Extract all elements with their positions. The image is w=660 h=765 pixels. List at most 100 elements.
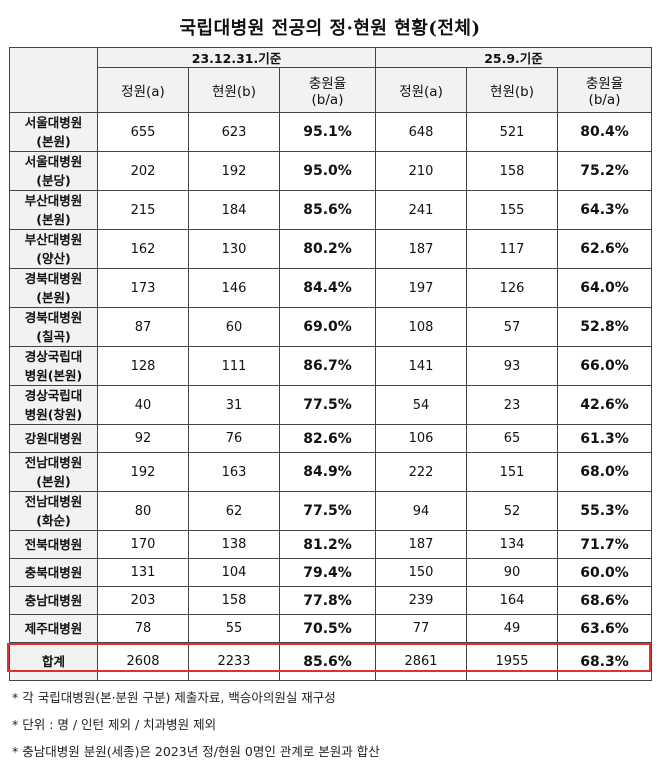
quota-cell: 203 — [97, 586, 189, 615]
footnote: * 충남대병원 분원(세종)은 2023년 정/현원 0명인 관계로 본원과 합… — [12, 744, 380, 759]
current-cell: 117 — [466, 229, 559, 269]
quota-cell: 40 — [97, 385, 189, 425]
footnote: * 단위 : 명 / 인턴 제외 / 치과병원 제외 — [12, 717, 217, 732]
table-row: 부산대병원 (본원) 215 184 85.6% 241 155 64.3% — [9, 190, 653, 230]
rate-cell: 71.7% — [557, 530, 653, 559]
current-cell: 60 — [188, 307, 280, 347]
current-cell: 158 — [188, 586, 280, 615]
quota-cell: 141 — [375, 346, 468, 386]
rate-cell: 80.2% — [278, 229, 377, 269]
current-header: 현원(b) — [188, 67, 280, 113]
current-cell: 623 — [188, 112, 280, 152]
rate-header: 충원율 (b/a) — [278, 67, 377, 113]
current-cell: 62 — [188, 491, 280, 531]
rate-cell: 85.6% — [278, 642, 377, 681]
quota-header: 정원(a) — [375, 67, 468, 113]
current-cell: 49 — [466, 614, 559, 643]
hospital-name: 제주대병원 — [9, 614, 98, 643]
rate-cell: 70.5% — [278, 614, 377, 643]
rate-cell: 86.7% — [278, 346, 377, 386]
rate-cell: 81.2% — [278, 530, 377, 559]
current-cell: 521 — [466, 112, 559, 152]
quota-cell: 150 — [375, 558, 468, 587]
quota-cell: 241 — [375, 190, 468, 230]
rate-cell: 55.3% — [557, 491, 653, 531]
current-header: 현원(b) — [466, 67, 559, 113]
quota-cell: 54 — [375, 385, 468, 425]
table-row: 전남대병원 (화순) 80 62 77.5% 94 52 55.3% — [9, 491, 653, 531]
table-row: 경상국립대 병원(본원) 128 111 86.7% 141 93 66.0% — [9, 346, 653, 386]
quota-cell: 162 — [97, 229, 189, 269]
corner-cell — [9, 47, 98, 113]
hospital-name: 충남대병원 — [9, 586, 98, 615]
hospital-name: 부산대병원 (양산) — [9, 229, 98, 269]
footnotes: * 각 국립대병원(본·분원 구분) 제출자료, 백승아의원실 재구성 * 단위… — [12, 684, 380, 765]
table-row: 경상국립대 병원(창원) 40 31 77.5% 54 23 42.6% — [9, 385, 653, 425]
quota-cell: 80 — [97, 491, 189, 531]
period2-header: 25.9.기준 — [375, 47, 653, 68]
current-cell: 151 — [466, 452, 559, 492]
rate-cell: 75.2% — [557, 151, 653, 191]
rate-cell: 69.0% — [278, 307, 377, 347]
hospital-name: 부산대병원 (본원) — [9, 190, 98, 230]
rate-cell: 84.4% — [278, 268, 377, 308]
quota-cell: 202 — [97, 151, 189, 191]
total-row: 합계 2608 2233 85.6% 2861 1955 68.3% — [9, 642, 653, 681]
rate-cell: 95.0% — [278, 151, 377, 191]
table-row: 부산대병원 (양산) 162 130 80.2% 187 117 62.6% — [9, 229, 653, 269]
rate-cell: 62.6% — [557, 229, 653, 269]
table-row: 서울대병원 (분당) 202 192 95.0% 210 158 75.2% — [9, 151, 653, 191]
hospital-name: 서울대병원 (분당) — [9, 151, 98, 191]
table-row: 충남대병원 203 158 77.8% 239 164 68.6% — [9, 586, 653, 615]
rate-cell: 77.5% — [278, 385, 377, 425]
quota-cell: 92 — [97, 424, 189, 453]
current-cell: 155 — [466, 190, 559, 230]
current-cell: 130 — [188, 229, 280, 269]
current-cell: 134 — [466, 530, 559, 559]
quota-cell: 187 — [375, 229, 468, 269]
hospital-name: 전남대병원 (화순) — [9, 491, 98, 531]
rate-header: 충원율 (b/a) — [557, 67, 653, 113]
current-cell: 90 — [466, 558, 559, 587]
rate-cell: 64.0% — [557, 268, 653, 308]
quota-cell: 2861 — [375, 642, 468, 681]
hospital-name: 경상국립대 병원(창원) — [9, 385, 98, 425]
rate-cell: 84.9% — [278, 452, 377, 492]
rate-cell: 95.1% — [278, 112, 377, 152]
table-row: 제주대병원 78 55 70.5% 77 49 63.6% — [9, 614, 653, 643]
quota-cell: 173 — [97, 268, 189, 308]
current-cell: 146 — [188, 268, 280, 308]
table-row: 전북대병원 170 138 81.2% 187 134 71.7% — [9, 530, 653, 559]
table-row: 경북대병원 (칠곡) 87 60 69.0% 108 57 52.8% — [9, 307, 653, 347]
quota-cell: 2608 — [97, 642, 189, 681]
rate-cell: 68.6% — [557, 586, 653, 615]
quota-cell: 87 — [97, 307, 189, 347]
current-cell: 76 — [188, 424, 280, 453]
quota-cell: 655 — [97, 112, 189, 152]
table-row: 전남대병원 (본원) 192 163 84.9% 222 151 68.0% — [9, 452, 653, 492]
quota-header: 정원(a) — [97, 67, 189, 113]
table-row: 충북대병원 131 104 79.4% 150 90 60.0% — [9, 558, 653, 587]
quota-cell: 197 — [375, 268, 468, 308]
rate-cell: 82.6% — [278, 424, 377, 453]
quota-cell: 239 — [375, 586, 468, 615]
quota-cell: 215 — [97, 190, 189, 230]
current-cell: 111 — [188, 346, 280, 386]
quota-cell: 192 — [97, 452, 189, 492]
current-cell: 184 — [188, 190, 280, 230]
page-title: 국립대병원 전공의 정·현원 현황(전체) — [179, 18, 481, 39]
rate-cell: 77.8% — [278, 586, 377, 615]
quota-cell: 77 — [375, 614, 468, 643]
hospital-name: 서울대병원 (본원) — [9, 112, 98, 152]
current-cell: 2233 — [188, 642, 280, 681]
hospital-name: 전남대병원 (본원) — [9, 452, 98, 492]
rate-cell: 61.3% — [557, 424, 653, 453]
quota-cell: 78 — [97, 614, 189, 643]
current-cell: 164 — [466, 586, 559, 615]
current-cell: 23 — [466, 385, 559, 425]
rate-cell: 52.8% — [557, 307, 653, 347]
rate-cell: 77.5% — [278, 491, 377, 531]
rate-cell: 60.0% — [557, 558, 653, 587]
table-row: 경북대병원 (본원) 173 146 84.4% 197 126 64.0% — [9, 268, 653, 308]
hospital-name: 충북대병원 — [9, 558, 98, 587]
